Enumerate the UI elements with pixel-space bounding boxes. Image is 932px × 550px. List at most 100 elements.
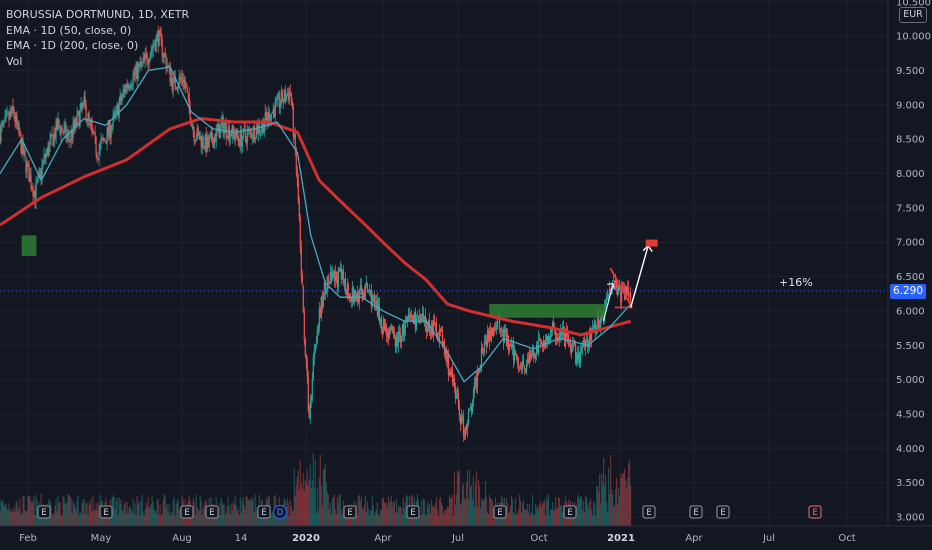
candle-body xyxy=(157,33,159,46)
candle-body xyxy=(605,302,607,306)
volume-bar xyxy=(510,495,513,526)
volume-bar xyxy=(588,501,591,526)
ema50-legend[interactable]: EMA · 1D (50, close, 0) xyxy=(6,23,132,37)
volume-bar xyxy=(629,459,631,526)
volume-legend[interactable]: Vol xyxy=(6,54,23,68)
price-axis[interactable]: 3.000 3.500 4.000 4.500 5.000 5.500 6.000 6.500… xyxy=(887,0,931,526)
volume-bar xyxy=(379,509,381,526)
candle-body xyxy=(14,116,16,123)
candle-body xyxy=(48,144,50,156)
time-tick-label: May xyxy=(91,533,112,544)
candle-body xyxy=(606,297,608,303)
volume-bar xyxy=(577,494,580,526)
candle-body xyxy=(194,140,196,142)
volume-bar xyxy=(223,504,225,526)
volume-bar xyxy=(23,496,25,526)
candle-body xyxy=(438,329,441,341)
candle-body xyxy=(418,316,421,318)
candle-body xyxy=(491,328,494,336)
candle-body xyxy=(11,105,13,115)
candle-body xyxy=(236,128,238,137)
candle-body xyxy=(212,141,214,148)
currency-label[interactable]: EUR xyxy=(899,7,927,23)
target-box xyxy=(645,239,658,247)
candle-body xyxy=(115,106,117,113)
volume-bar xyxy=(471,499,474,526)
candle-body xyxy=(232,124,234,132)
candle-body xyxy=(616,278,618,288)
candle-body xyxy=(626,286,628,294)
candle-body xyxy=(73,122,75,128)
volume-bar xyxy=(330,514,332,526)
volume-bar xyxy=(472,476,475,526)
candle-body xyxy=(511,343,514,347)
volume-bar xyxy=(619,496,621,526)
candle-body xyxy=(49,138,51,145)
volume-bar xyxy=(590,509,593,526)
candle-body xyxy=(120,95,122,101)
volume-bar xyxy=(419,515,422,526)
candle-body xyxy=(159,30,161,34)
candle-body xyxy=(619,285,621,290)
candle-body xyxy=(198,132,200,140)
volume-bar xyxy=(425,514,428,526)
volume-bar xyxy=(452,515,455,526)
volume-bar xyxy=(176,501,178,526)
volume-bar xyxy=(234,494,236,526)
candle-body xyxy=(129,87,131,89)
candle-body xyxy=(188,94,190,107)
volume-bar xyxy=(240,513,242,526)
candle-body xyxy=(215,129,217,142)
volume-bar xyxy=(469,487,472,526)
candle-body xyxy=(549,328,552,341)
candle-body xyxy=(317,326,319,330)
volume-bar xyxy=(552,510,555,526)
candle-body xyxy=(211,132,213,142)
volume-bar xyxy=(579,497,582,526)
volume-bar xyxy=(85,503,87,526)
volume-bar xyxy=(444,509,447,526)
candle-body xyxy=(119,95,121,104)
time-axis[interactable]: Feb May Aug 14 2020 Apr Jul Oct 2021 Apr Jul Oct xyxy=(0,525,932,544)
volume-bar xyxy=(125,513,127,526)
volume-bar xyxy=(123,503,125,526)
volume-bar xyxy=(361,508,363,526)
volume-bar xyxy=(448,495,451,526)
volume-bar xyxy=(150,504,152,526)
candle-body xyxy=(139,63,141,67)
candle-body xyxy=(111,125,113,132)
time-tick-label: Jul xyxy=(762,533,775,544)
candle-body xyxy=(492,327,495,336)
earnings-box xyxy=(493,505,507,519)
event-letter: E xyxy=(184,508,189,518)
candle-body xyxy=(411,315,414,319)
volume-bar xyxy=(21,512,23,526)
volume-bar xyxy=(128,507,130,526)
candle-body xyxy=(71,131,73,139)
candle-body xyxy=(448,372,451,376)
volume-bar xyxy=(9,509,11,526)
candle-body xyxy=(20,134,22,153)
volume-bar xyxy=(486,512,489,526)
volume-bar xyxy=(479,507,482,526)
event-letter: E xyxy=(261,508,266,518)
volume-bar xyxy=(226,506,228,526)
symbol-title[interactable]: BORUSSIA DORTMUND, 1D, XETR xyxy=(6,8,190,21)
earnings-box xyxy=(406,505,420,519)
volume-bar xyxy=(621,477,623,526)
earnings-box xyxy=(689,505,703,519)
ema200-legend[interactable]: EMA · 1D (200, close, 0) xyxy=(6,39,139,52)
candle-body xyxy=(305,354,307,362)
candle-body xyxy=(108,121,110,135)
volume-bar xyxy=(384,502,386,526)
candle-body xyxy=(184,80,186,88)
candle-body xyxy=(191,125,193,127)
volume-bar xyxy=(441,505,444,526)
volume-bar xyxy=(456,471,459,526)
earnings-marker: E xyxy=(642,505,656,519)
candle-body xyxy=(444,349,447,355)
volume-bar xyxy=(165,506,167,526)
candle-body xyxy=(371,296,373,308)
candle-body xyxy=(303,311,305,340)
